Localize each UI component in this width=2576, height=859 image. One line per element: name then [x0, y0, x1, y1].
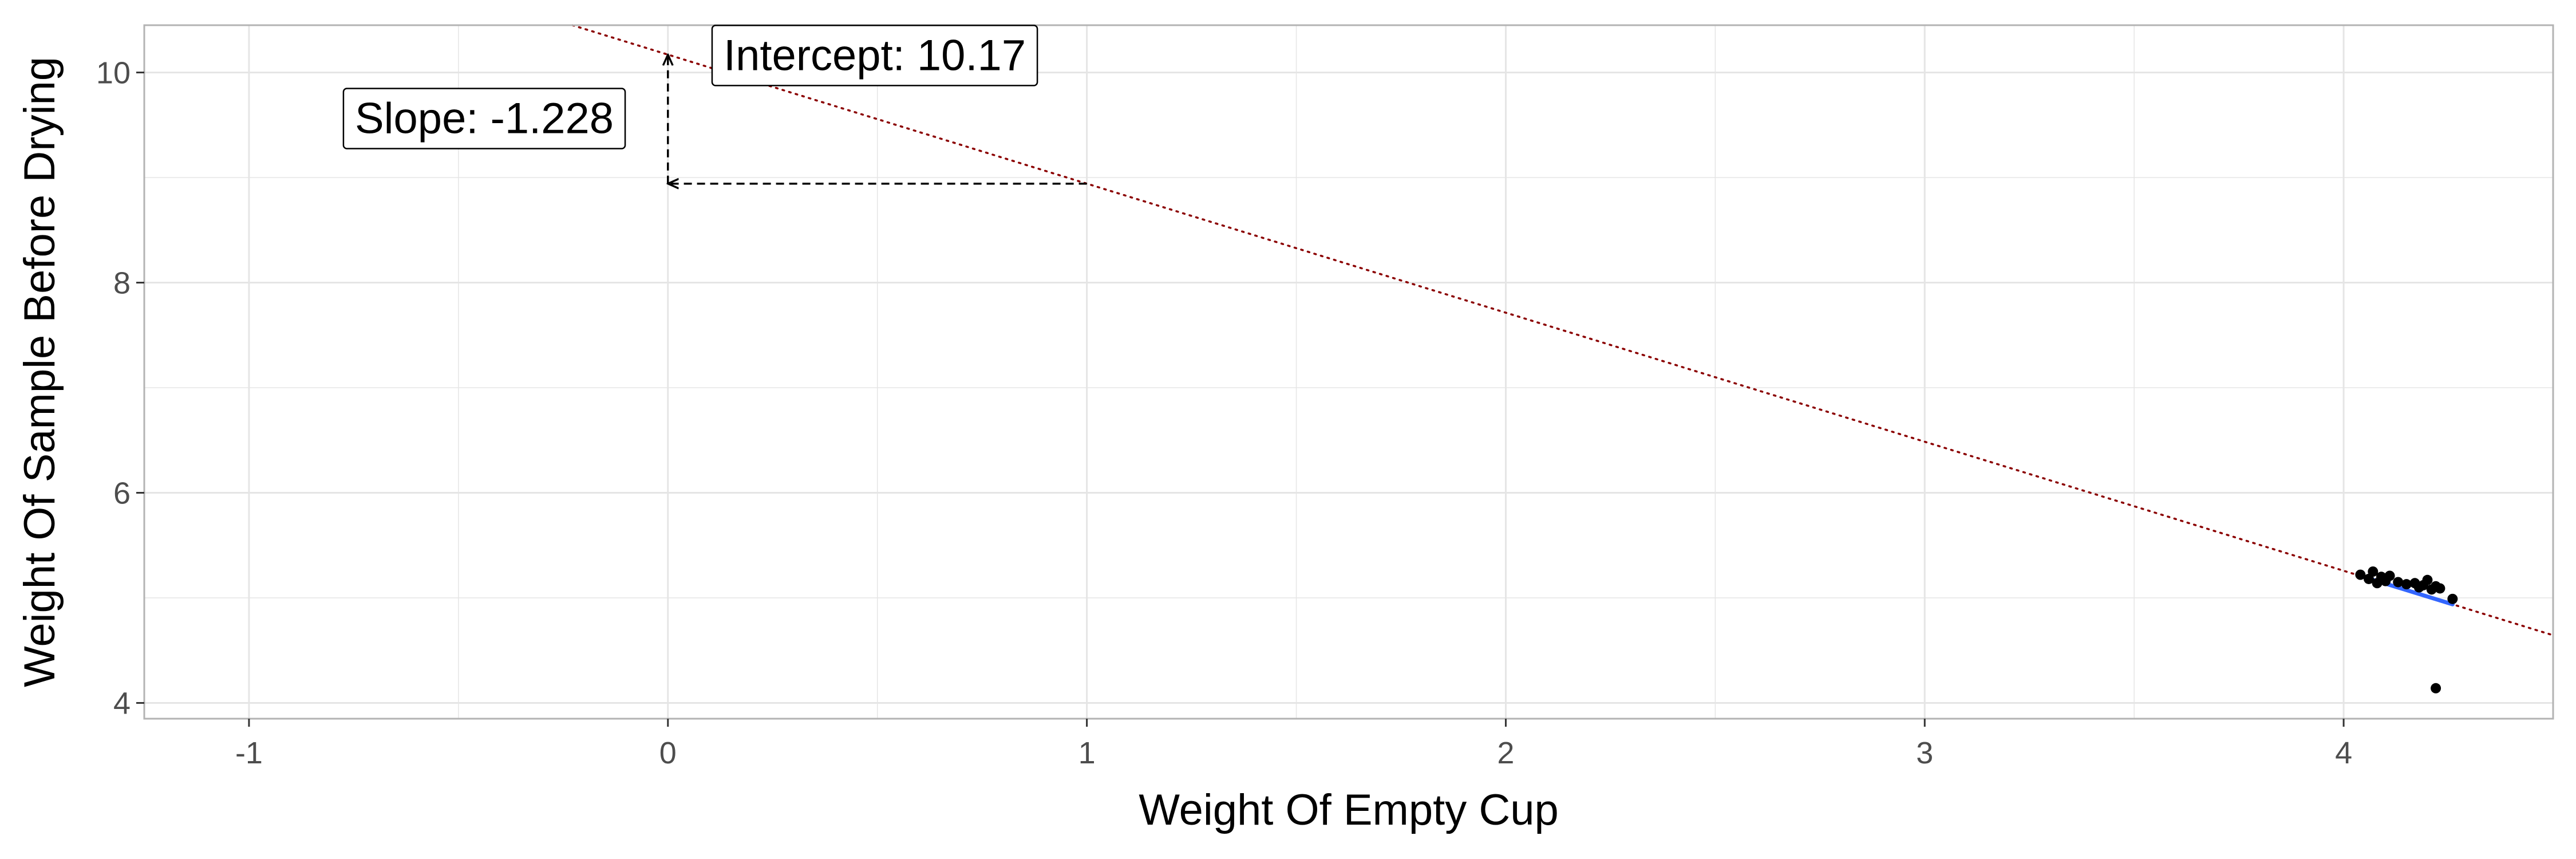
data-point — [2368, 566, 2379, 577]
x-tick-label: 2 — [1497, 736, 1514, 770]
data-point — [2435, 583, 2445, 594]
y-axis-title: Weight Of Sample Before Drying — [15, 57, 64, 687]
grid-lines — [144, 25, 2553, 719]
data-point — [2393, 577, 2404, 588]
y-tick-label: 4 — [113, 686, 131, 720]
y-tick-label: 6 — [113, 476, 131, 511]
intercept-label: Intercept: 10.17 — [724, 31, 1026, 80]
x-tick-label: 4 — [2335, 736, 2352, 770]
data-point — [2384, 570, 2395, 581]
data-point — [2447, 593, 2458, 604]
x-tick-label: 0 — [659, 736, 677, 770]
y-tick-label: 10 — [96, 56, 131, 90]
data-points — [2355, 566, 2458, 693]
slope-guides — [668, 54, 1087, 183]
y-tick-label: 8 — [113, 266, 131, 301]
intercept-label-box — [711, 25, 1038, 86]
slope-label: Slope: -1.228 — [355, 94, 614, 143]
x-tick-label: 3 — [1916, 736, 1933, 770]
data-point — [2431, 683, 2441, 693]
panel-border — [143, 24, 2554, 720]
x-tick-label: 1 — [1078, 736, 1096, 770]
x-tick-label: -1 — [235, 736, 263, 770]
annotations: Intercept: 10.17 Slope: -1.228 — [342, 25, 1038, 149]
data-point — [2401, 579, 2412, 590]
slope-label-box — [342, 88, 626, 149]
x-axis-title: Weight Of Empty Cup — [1139, 786, 1559, 834]
data-point — [2355, 569, 2366, 580]
axis-ticks: -1 0 1 2 3 4 4 6 8 10 — [96, 56, 2352, 770]
data-point — [2422, 574, 2433, 585]
regression-line — [571, 24, 2554, 637]
